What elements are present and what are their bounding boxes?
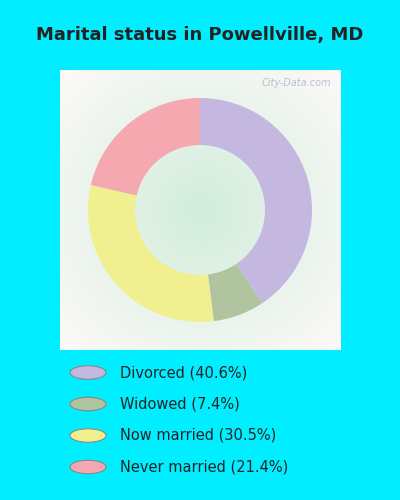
Wedge shape <box>88 185 214 322</box>
Circle shape <box>70 428 106 442</box>
Text: Never married (21.4%): Never married (21.4%) <box>120 460 288 474</box>
Circle shape <box>70 397 106 411</box>
Text: Divorced (40.6%): Divorced (40.6%) <box>120 365 247 380</box>
Circle shape <box>70 460 106 474</box>
Text: Widowed (7.4%): Widowed (7.4%) <box>120 396 240 411</box>
Circle shape <box>70 366 106 379</box>
Text: City-Data.com: City-Data.com <box>262 78 332 88</box>
Wedge shape <box>91 98 200 196</box>
Text: Marital status in Powellville, MD: Marital status in Powellville, MD <box>36 26 364 44</box>
Wedge shape <box>200 98 312 303</box>
Wedge shape <box>208 264 262 321</box>
Text: Now married (30.5%): Now married (30.5%) <box>120 428 276 443</box>
